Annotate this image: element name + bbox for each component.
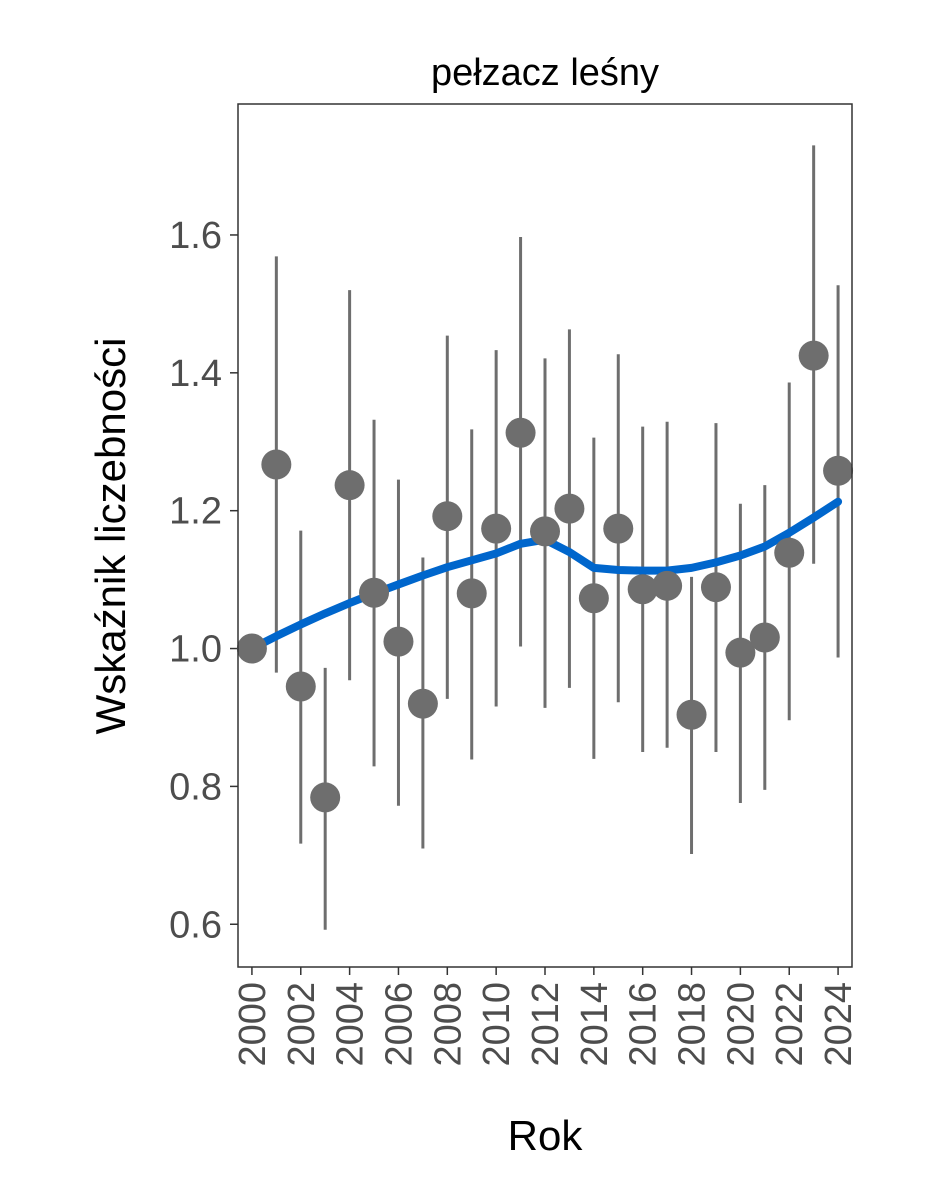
data-point: [432, 501, 463, 532]
x-axis-label: Rok: [508, 1112, 584, 1159]
data-point: [578, 583, 609, 614]
data-point: [359, 577, 390, 608]
x-tick-label: 2002: [281, 982, 323, 1067]
data-point: [334, 470, 365, 501]
data-point: [554, 493, 585, 524]
y-tick-label: 0.6: [169, 904, 222, 946]
data-point: [652, 570, 683, 601]
data-point: [603, 513, 634, 544]
data-point: [700, 572, 731, 603]
data-point: [725, 637, 756, 668]
plot-panel: [237, 103, 853, 968]
data-point: [823, 455, 854, 486]
x-tick-label: 2000: [232, 982, 274, 1067]
data-point: [774, 537, 805, 568]
data-point: [310, 782, 341, 813]
x-tick-label: 2008: [427, 982, 469, 1067]
data-point: [798, 340, 829, 371]
x-tick-label: 2010: [476, 982, 518, 1067]
data-point: [236, 633, 267, 664]
x-tick-label: 2022: [769, 982, 811, 1067]
data-point: [530, 516, 560, 547]
x-tick-label: 2020: [720, 982, 762, 1067]
x-tick-label: 2016: [623, 982, 665, 1067]
y-tick-label: 0.8: [169, 766, 222, 808]
data-point: [383, 626, 414, 657]
x-tick-label: 2004: [330, 982, 372, 1067]
x-tick-label: 2018: [672, 982, 714, 1067]
y-tick-label: 1.4: [169, 353, 222, 395]
data-point: [481, 513, 512, 544]
y-tick-label: 1.6: [169, 215, 222, 257]
x-tick-label: 2024: [818, 982, 860, 1067]
y-axis-label: Wskaźnik liczebności: [87, 338, 134, 735]
data-point: [676, 699, 707, 730]
y-tick-label: 1.2: [169, 491, 222, 533]
x-tick-label: 2006: [378, 982, 420, 1067]
data-point: [505, 417, 536, 448]
data-point: [407, 688, 438, 719]
x-tick-label: 2014: [574, 982, 616, 1067]
data-point: [749, 622, 780, 653]
data-point: [456, 578, 487, 609]
data-point: [285, 671, 316, 702]
data-point: [261, 449, 292, 480]
x-tick-label: 2012: [525, 982, 567, 1067]
data-point: [627, 574, 658, 605]
chart-title: pełzacz leśny: [431, 52, 659, 94]
y-tick-label: 1.0: [169, 629, 222, 671]
